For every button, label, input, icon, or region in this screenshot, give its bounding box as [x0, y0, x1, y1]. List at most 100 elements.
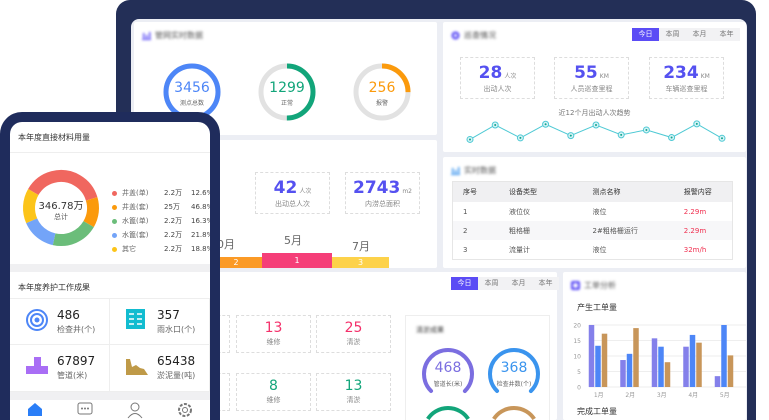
arc-gauge [488, 348, 540, 400]
tab-1[interactable]: 本周 [659, 28, 686, 41]
chart-title: 产生工单量 [577, 303, 617, 312]
workorder-bar-chart: 0 5 10 15 20 1月 2月 3月 4月 5月 [573, 323, 746, 399]
gauge-0: 468 管道长(米) [420, 346, 476, 402]
bar [721, 325, 727, 387]
donut-slice [23, 170, 99, 246]
bar [696, 342, 702, 387]
nav-message[interactable] [60, 400, 110, 420]
stat-box: 28 人次 出动人次 [460, 57, 535, 99]
bar [595, 345, 601, 387]
table-row[interactable]: 1 液位仪 液位 2.29m [453, 202, 732, 221]
tab-2[interactable]: 本月 [686, 28, 713, 41]
timeline-bar: 2 [210, 257, 262, 268]
trend-line-chart [466, 120, 726, 143]
bar [651, 338, 658, 387]
maintenance-box: 13 清淤 [316, 373, 391, 411]
tab-1[interactable]: 本周 [478, 277, 505, 290]
stat-box: 234 KM 车辆巡查里程 [649, 57, 724, 99]
manhole-icon [26, 309, 48, 331]
panel-title: 实时数据 [464, 166, 496, 175]
alarm-table: 序号 设备类型 测点名称 报警内容 1 液位仪 液位 2.29m 2 粗格栅 2#粗格栅运行 2.29… [453, 182, 732, 259]
material-title: 本年度直接材料用量 [18, 133, 90, 142]
bar-chart-icon [451, 167, 460, 175]
donut-total-label: 总计 [54, 213, 68, 221]
nav-home[interactable] [10, 400, 60, 420]
user-icon [127, 402, 143, 419]
maintenance-box: 25 清淤 [316, 315, 391, 353]
bar [601, 333, 608, 387]
legend-dot [112, 218, 117, 224]
pipe-icon [26, 357, 48, 374]
panel-title: 巡查情况 [464, 31, 496, 40]
tab-2[interactable]: 本月 [505, 277, 532, 290]
work-stat: 357 雨水口(个) [110, 298, 210, 345]
maintenance-box: 13 维修 [236, 315, 311, 353]
tab-0[interactable]: 今日 [451, 277, 478, 290]
x-tick-label: 3月 [657, 392, 667, 399]
column-header: 序号 [453, 182, 500, 202]
stat-box: 2743 m2 内涝总面积 [345, 172, 420, 214]
x-tick-label: 5月 [720, 392, 730, 399]
timeline-bar: 3 [332, 257, 389, 268]
ring-1: 1299 正常 [257, 62, 317, 122]
x-tick-label: 4月 [688, 392, 698, 399]
sludge-icon [126, 359, 148, 375]
work-stat: 486 检查井(个) [10, 298, 110, 345]
patrol-panel: 巡查情况 今日 本周 本月 本年 28 人次 出动人次 55 KM 人员巡查里程 234 KM 车辆巡… [443, 22, 746, 152]
nav-settings[interactable] [160, 400, 210, 420]
legend-dot [112, 232, 117, 238]
table-row[interactable]: 2 粗格栅 2#粗格栅运行 2.29m [453, 221, 732, 240]
next-chart-title: 完成工单量 [577, 407, 617, 416]
nav-user[interactable] [110, 400, 160, 420]
y-tick-label: 5 [577, 369, 581, 376]
panel-title: 工单分析 [584, 281, 616, 290]
bar [689, 334, 696, 387]
dashboard-screen: 管网实时数据 3456 测点总数 1299 正常 256 报警 巡查情况 今日本… [131, 19, 747, 420]
timeline-bar: 1 [262, 253, 332, 268]
legend-dot [112, 204, 117, 210]
donut-total: 346.78万 [38, 201, 84, 212]
stat-box: 42 人次 出动总人次 [255, 172, 330, 214]
settings-icon [178, 403, 192, 417]
table-row[interactable]: 3 流量计 液位 32m/h [453, 240, 732, 259]
material-donut-chart [23, 170, 99, 246]
ring-gauge [353, 63, 411, 121]
x-tick-label: 1月 [594, 392, 604, 399]
timeline-month: 5月 [284, 234, 302, 247]
home-icon [28, 403, 42, 416]
maintenance-box: 8 维修 [236, 373, 311, 411]
legend-dot [112, 190, 117, 196]
tab-3[interactable]: 本年 [532, 277, 559, 290]
bar [620, 360, 626, 387]
trend-title: 近12个月出动人次趋势 [558, 109, 631, 117]
dredging-result-panel: 清淤成果 468 管道长(米) 368 检查井数(个) [405, 315, 550, 420]
work-stat: 65438 淤泥量(吨) [110, 345, 210, 392]
workorder-panel: 工单分析 产生工单量 0 5 10 15 20 1月 2月 3月 4月 5月 完成工单量 [563, 272, 746, 420]
ring-gauge [258, 63, 316, 121]
timeline-month: 7月 [352, 240, 370, 253]
tab-0[interactable]: 今日 [632, 28, 659, 41]
ring-2: 256 报警 [352, 62, 412, 122]
work-title: 本年度养护工作成果 [18, 283, 90, 292]
pie-chart-icon [571, 281, 580, 290]
eye-icon [451, 31, 460, 40]
grate-icon [126, 309, 145, 329]
donut-slice [23, 170, 99, 246]
message-icon [77, 402, 93, 415]
work-stat: 67897 管道(米) [10, 345, 110, 392]
column-header: 报警内容 [673, 182, 732, 202]
y-tick-label: 20 [573, 323, 581, 330]
legend-dot [112, 246, 117, 252]
result-title: 清淤成果 [416, 326, 444, 334]
donut-slice [23, 170, 99, 246]
realtime-panel: 实时数据 序号 设备类型 测点名称 报警内容 1 液位仪 液位 2.29m 2 粗格栅 2#粗格栅运… [443, 157, 746, 268]
tab-3[interactable]: 本年 [713, 28, 740, 41]
bar [714, 376, 721, 387]
arc-gauge [422, 348, 474, 400]
bar [658, 346, 664, 387]
